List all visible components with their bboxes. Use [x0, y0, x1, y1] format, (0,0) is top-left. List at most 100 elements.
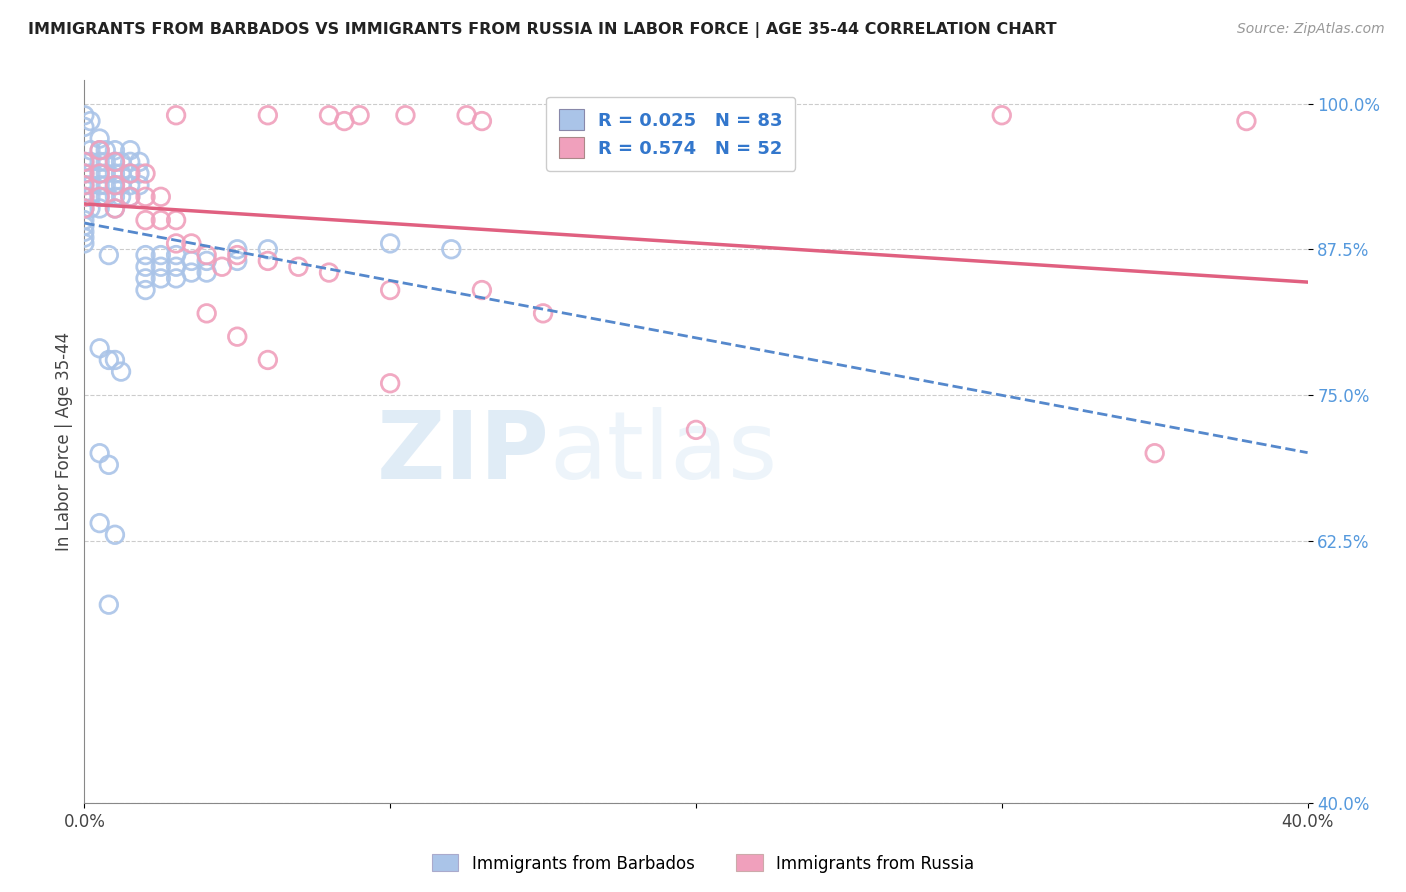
Point — [135, 190, 157, 204]
Point — [79, 154, 101, 169]
Point — [94, 190, 117, 204]
Point — [104, 167, 127, 181]
Point — [149, 260, 172, 274]
Text: IMMIGRANTS FROM BARBADOS VS IMMIGRANTS FROM RUSSIA IN LABOR FORCE | AGE 35-44 CO: IMMIGRANTS FROM BARBADOS VS IMMIGRANTS F… — [28, 22, 1057, 38]
Point — [94, 154, 117, 169]
Point — [195, 266, 218, 280]
Point — [257, 353, 280, 368]
Point — [195, 254, 218, 268]
Point — [120, 154, 142, 169]
Point — [104, 154, 127, 169]
Point — [89, 178, 111, 193]
Point — [89, 190, 111, 204]
Point — [73, 236, 96, 251]
Point — [257, 108, 280, 122]
Y-axis label: In Labor Force | Age 35-44: In Labor Force | Age 35-44 — [55, 332, 73, 551]
Point — [180, 266, 202, 280]
Point — [165, 236, 187, 251]
Point — [380, 376, 402, 391]
Point — [180, 254, 202, 268]
Point — [394, 108, 416, 122]
Point — [79, 167, 101, 181]
Point — [79, 114, 101, 128]
Point — [89, 446, 111, 460]
Point — [89, 516, 111, 530]
Point — [79, 143, 101, 157]
Point — [128, 167, 150, 181]
Point — [89, 154, 111, 169]
Point — [226, 242, 249, 256]
Point — [104, 202, 127, 216]
Point — [120, 143, 142, 157]
Point — [165, 271, 187, 285]
Point — [380, 236, 402, 251]
Point — [94, 143, 117, 157]
Point — [73, 202, 96, 216]
Point — [135, 271, 157, 285]
Point — [135, 260, 157, 274]
Point — [73, 230, 96, 244]
Point — [257, 254, 280, 268]
Point — [79, 190, 101, 204]
Point — [97, 248, 120, 262]
Legend: Immigrants from Barbados, Immigrants from Russia: Immigrants from Barbados, Immigrants fro… — [425, 847, 981, 880]
Point — [89, 167, 111, 181]
Point — [89, 131, 111, 145]
Point — [73, 108, 96, 122]
Point — [287, 260, 309, 274]
Point — [94, 167, 117, 181]
Point — [104, 202, 127, 216]
Point — [94, 178, 117, 193]
Text: Source: ZipAtlas.com: Source: ZipAtlas.com — [1237, 22, 1385, 37]
Point — [349, 108, 371, 122]
Point — [120, 178, 142, 193]
Legend: R = 0.025   N = 83, R = 0.574   N = 52: R = 0.025 N = 83, R = 0.574 N = 52 — [546, 96, 796, 170]
Point — [104, 178, 127, 193]
Point — [226, 248, 249, 262]
Point — [120, 167, 142, 181]
Point — [165, 260, 187, 274]
Point — [333, 114, 356, 128]
Point — [79, 178, 101, 193]
Point — [165, 213, 187, 227]
Point — [110, 190, 132, 204]
Point — [685, 423, 707, 437]
Point — [120, 190, 142, 204]
Point — [110, 167, 132, 181]
Point — [89, 143, 111, 157]
Point — [531, 306, 554, 320]
Point — [89, 167, 111, 181]
Point — [380, 283, 402, 297]
Point — [195, 306, 218, 320]
Point — [149, 190, 172, 204]
Point — [73, 120, 96, 134]
Point — [128, 178, 150, 193]
Point — [471, 114, 494, 128]
Point — [471, 283, 494, 297]
Point — [226, 254, 249, 268]
Point — [73, 213, 96, 227]
Point — [180, 236, 202, 251]
Point — [73, 154, 96, 169]
Point — [149, 248, 172, 262]
Point — [104, 353, 127, 368]
Point — [128, 154, 150, 169]
Point — [110, 178, 132, 193]
Point — [73, 178, 96, 193]
Point — [135, 167, 157, 181]
Point — [165, 248, 187, 262]
Point — [149, 213, 172, 227]
Point — [97, 353, 120, 368]
Point — [456, 108, 478, 122]
Point — [79, 202, 101, 216]
Point — [73, 167, 96, 181]
Point — [440, 242, 463, 256]
Point — [104, 528, 127, 542]
Point — [73, 202, 96, 216]
Point — [97, 458, 120, 472]
Point — [89, 190, 111, 204]
Point — [73, 190, 96, 204]
Point — [120, 190, 142, 204]
Point — [104, 154, 127, 169]
Point — [110, 154, 132, 169]
